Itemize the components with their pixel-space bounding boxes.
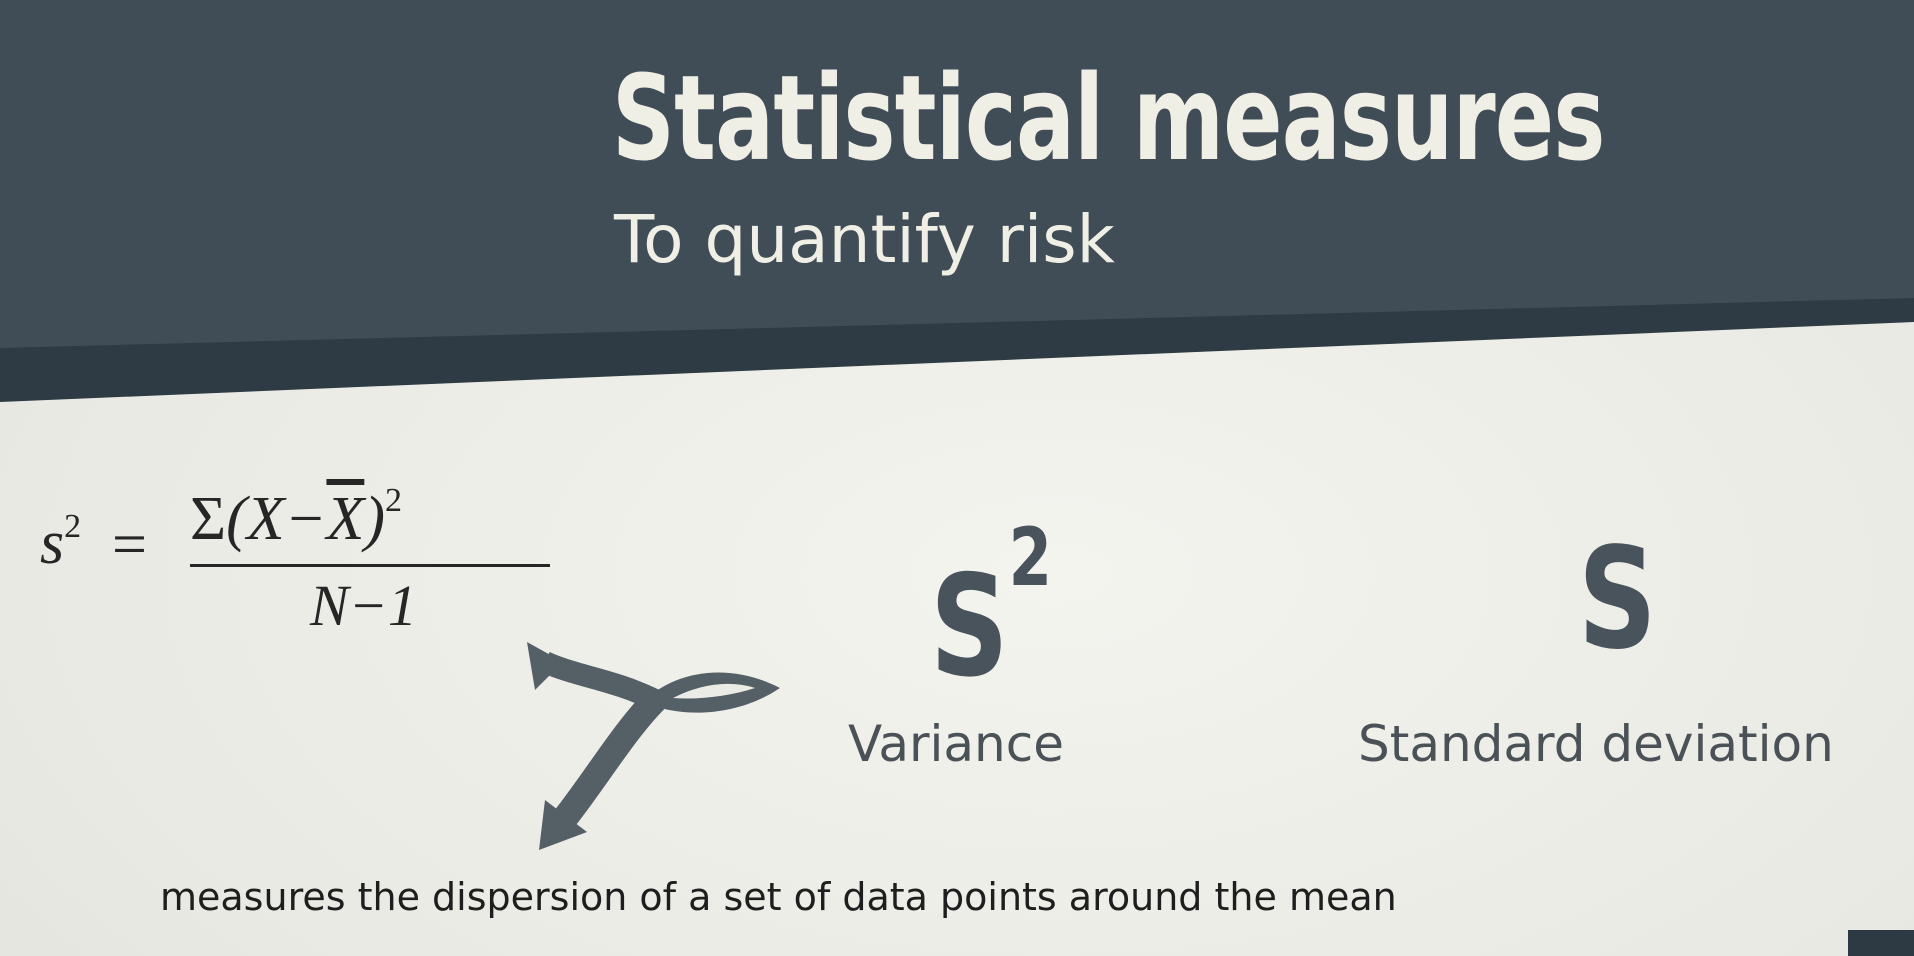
formula-lhs: s2: [40, 508, 81, 579]
fraction-bar: [190, 564, 550, 567]
formula-close: ): [364, 485, 385, 553]
variance-label: Variance: [848, 715, 1064, 773]
banner-main: [0, 0, 1914, 348]
formula-num-exponent: 2: [384, 482, 402, 520]
formula-denominator: N−1: [310, 573, 417, 638]
slide-title: Statistical measures: [612, 49, 1605, 187]
formula-lhs-symbol: s: [40, 509, 65, 577]
std-dev-label: Standard deviation: [1358, 715, 1834, 773]
variance-exponent: 2: [1008, 511, 1053, 604]
formula-xbar: X: [326, 485, 365, 553]
std-dev-symbol: S: [1578, 518, 1657, 681]
formula-numerator: Σ(X−X)2: [190, 482, 402, 555]
header-banner: [0, 0, 1914, 402]
caption-text: measures the dispersion of a set of data…: [160, 875, 1397, 919]
formula-equals: =: [112, 511, 147, 579]
variance-symbol: S2: [930, 511, 1052, 703]
variance-letter: S: [930, 545, 1009, 709]
branching-arrow-icon: [527, 642, 780, 850]
formula-lhs-exponent: 2: [64, 508, 82, 546]
formula-open: (X−: [226, 485, 327, 553]
formula-sigma: Σ: [190, 485, 227, 553]
slide-subtitle: To quantify risk: [614, 201, 1115, 278]
corner-badge: [1848, 930, 1914, 956]
